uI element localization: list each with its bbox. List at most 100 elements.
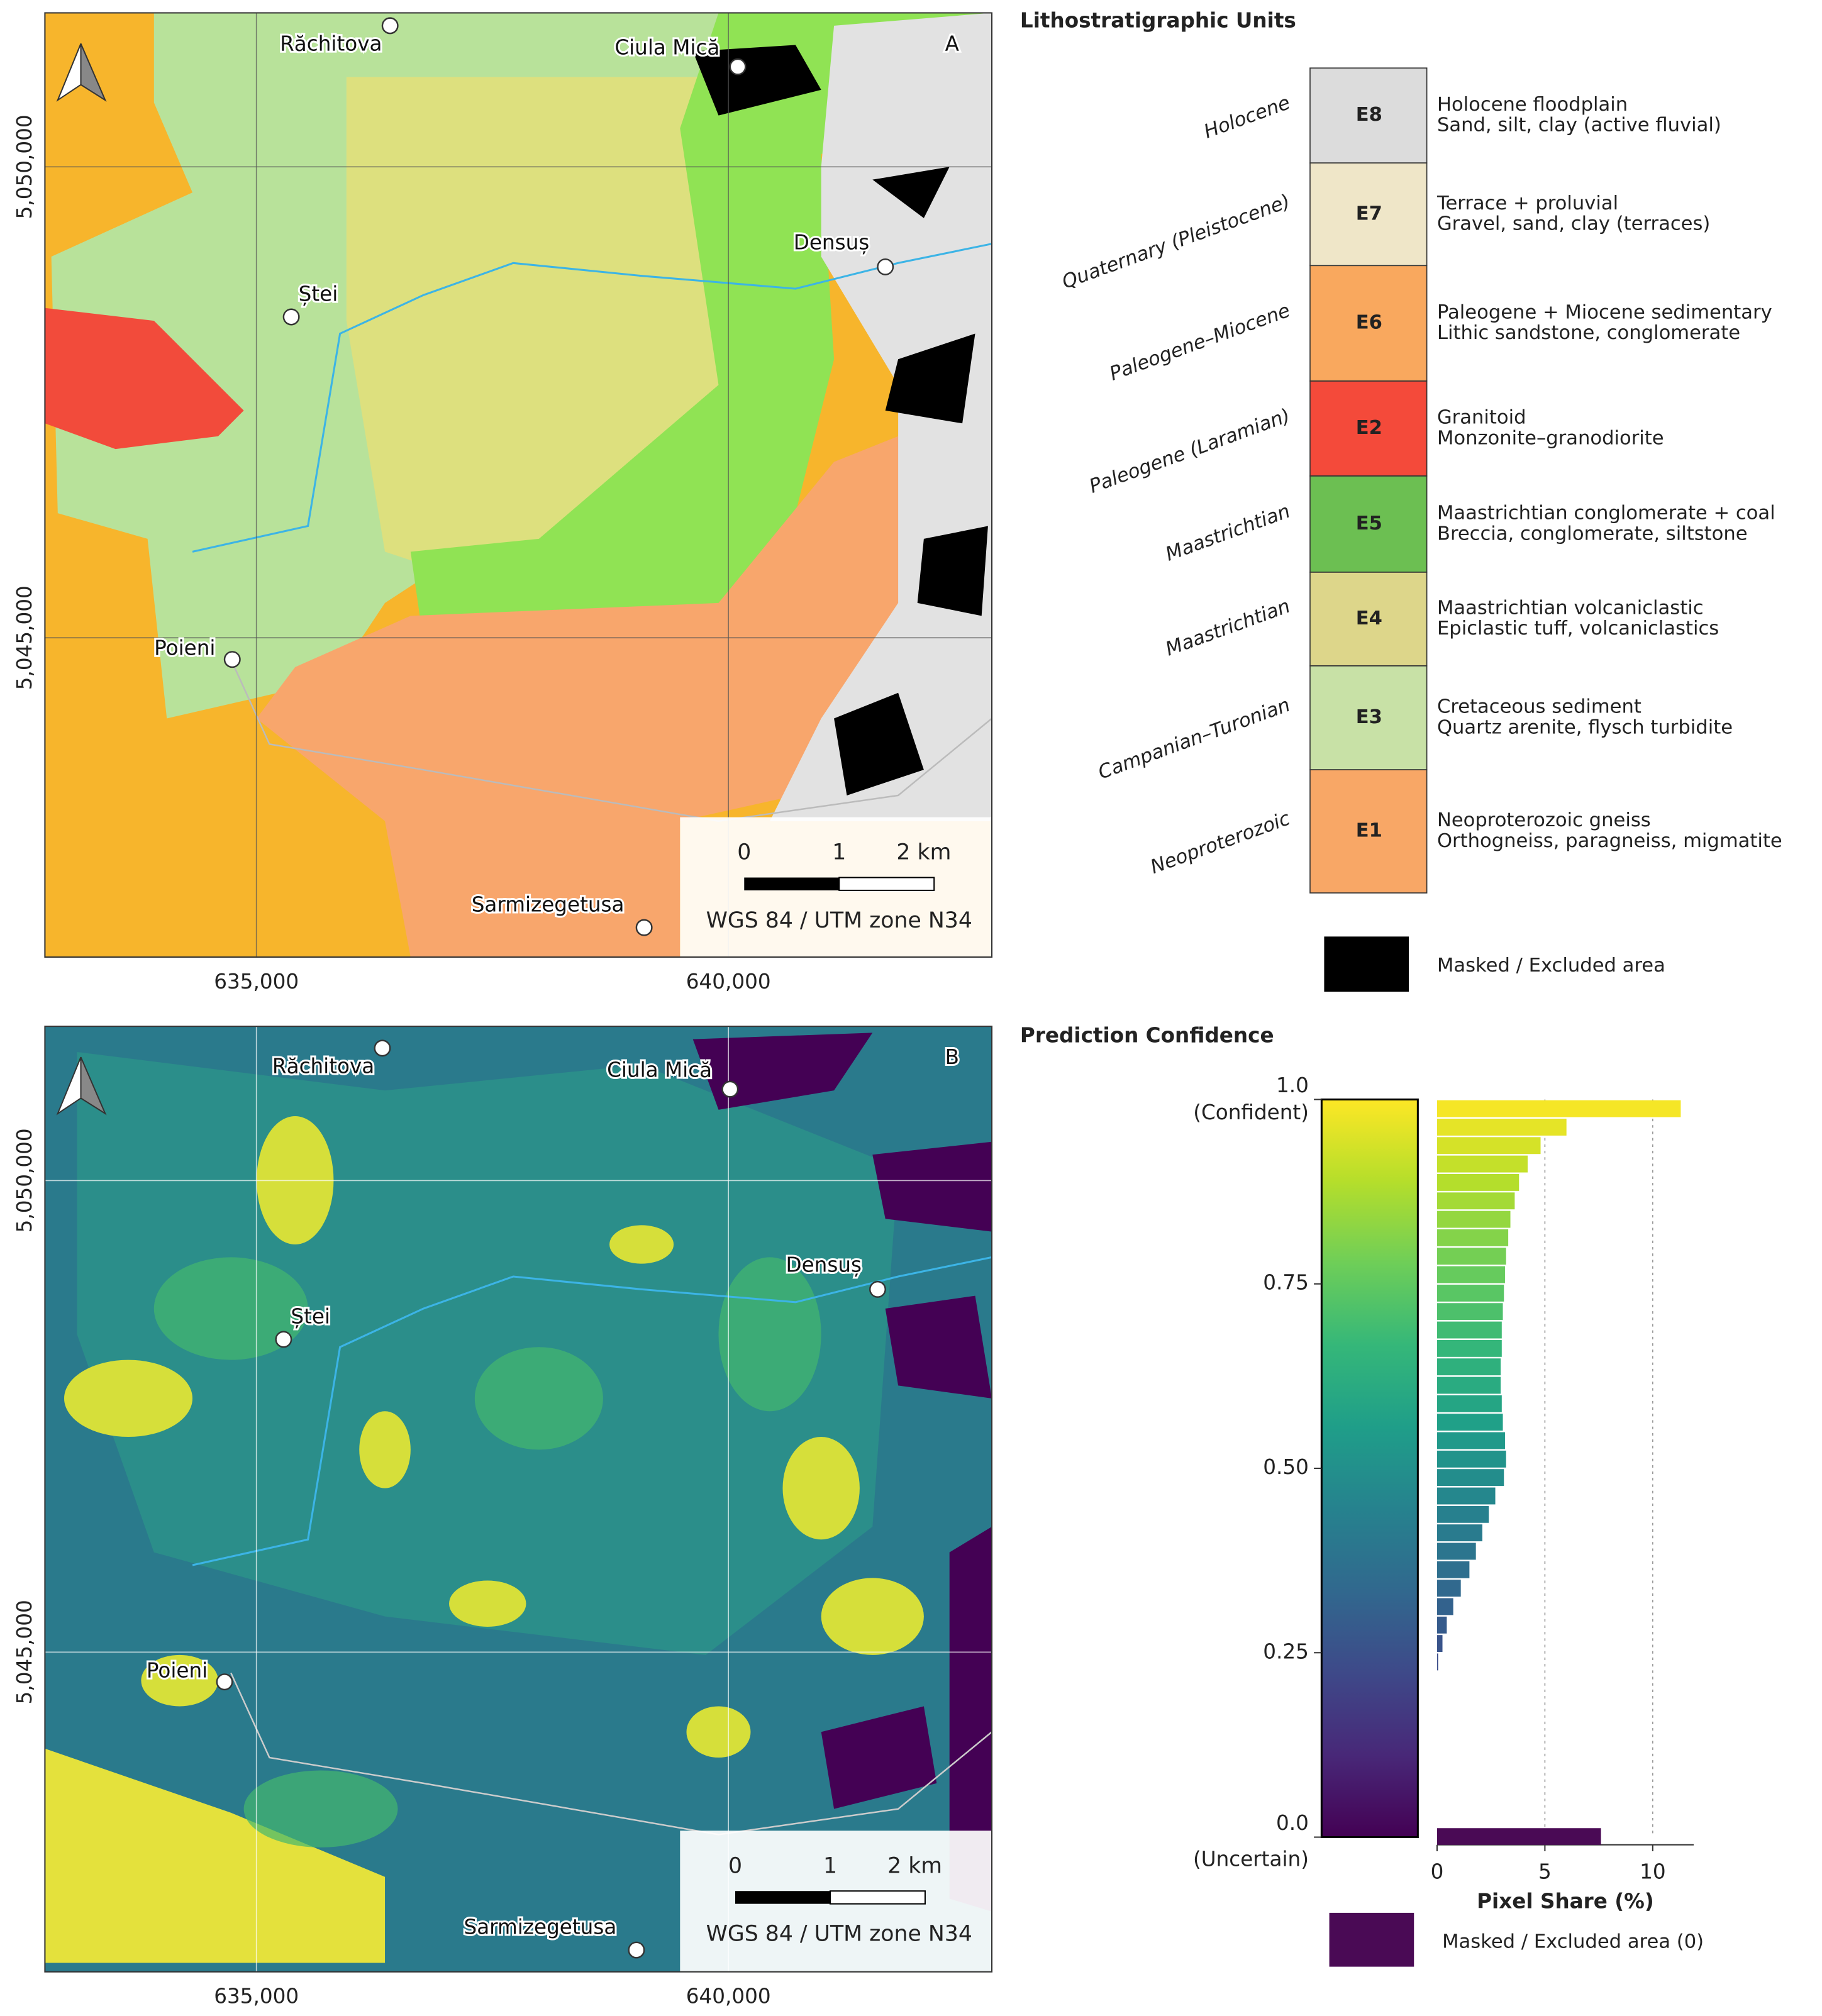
histogram-bar — [1436, 1542, 1476, 1560]
river — [192, 243, 992, 553]
histogram-bar — [1436, 1210, 1511, 1228]
era-label: Paleogene–Miocene — [1107, 299, 1293, 385]
confidence-region — [243, 1770, 398, 1847]
unit-name: Maastrichtian conglomerate + coal — [1437, 502, 1775, 524]
colorbar-tick-label: 0.50 — [1263, 1455, 1309, 1479]
histogram-bar — [1436, 1192, 1515, 1210]
y-tick-label: 5,050,000 — [13, 114, 36, 219]
colorbar-end-label: (Uncertain) — [1193, 1847, 1309, 1871]
place-label: Poieni — [147, 1658, 208, 1682]
legend-title: Lithostratigraphic Units — [1020, 9, 1296, 33]
histogram-bar — [1436, 1524, 1482, 1542]
confidence-region — [686, 1706, 751, 1758]
unit-name: Terrace + proluvial — [1436, 192, 1618, 214]
colorbar-tick-label: 0.75 — [1263, 1271, 1309, 1295]
histogram-bar — [1436, 1137, 1541, 1155]
map-panel — [45, 13, 992, 958]
unit-description: Monzonite–granodiorite — [1437, 427, 1664, 449]
histogram-bar — [1436, 1505, 1489, 1523]
river — [192, 1256, 992, 1566]
unit-region — [770, 13, 992, 821]
era-label: Campanian–Turonian — [1096, 694, 1293, 784]
north-arrow — [80, 43, 107, 102]
confidence-region — [782, 1437, 860, 1540]
legend-swatch — [1309, 67, 1428, 163]
panel-label: B — [945, 1045, 959, 1069]
x-tick-label: 635,000 — [214, 1985, 299, 2008]
place-label: Ciula Mică — [607, 1058, 712, 1082]
colorbar-tick-label: 1.0 — [1276, 1073, 1309, 1097]
colorbar — [1320, 1098, 1419, 1839]
place-label: Sarmizegetusa — [464, 1915, 616, 1939]
unit-region — [257, 436, 950, 958]
place-marker — [282, 308, 300, 326]
masked-region — [917, 526, 988, 616]
histogram-bar — [1436, 1487, 1496, 1505]
unit-description: Sand, silt, clay (active fluvial) — [1437, 114, 1721, 136]
masked-region — [872, 1141, 992, 1232]
histogram-bar — [1436, 1321, 1502, 1339]
histogram-bar — [1436, 1100, 1681, 1117]
era-label: Holocene — [1201, 92, 1293, 143]
place-label: Răchitova — [280, 31, 382, 55]
legend-title: Prediction Confidence — [1020, 1023, 1274, 1047]
histogram-bar — [1436, 1432, 1505, 1449]
scale-label: 1 — [823, 1853, 837, 1878]
histogram-bar — [1436, 1414, 1503, 1431]
histogram-bar — [1436, 1376, 1501, 1394]
place-label: Ștei — [299, 282, 338, 306]
place-label: Ștei — [291, 1304, 330, 1328]
place-label: Răchitova — [272, 1054, 374, 1078]
unit-description: Quartz arenite, flysch turbidite — [1437, 716, 1733, 738]
unit-name: Paleogene + Miocene sedimentary — [1437, 301, 1772, 323]
histogram-bar — [1436, 1358, 1501, 1376]
histogram-bar — [1436, 1248, 1506, 1265]
masked-region — [885, 333, 975, 424]
confidence-region — [449, 1580, 526, 1627]
scale-bar — [829, 1890, 926, 1905]
histogram-bar — [1436, 1119, 1567, 1136]
masked-bar — [1436, 1828, 1601, 1845]
confidence-region — [718, 1257, 821, 1412]
confidence-region — [64, 1360, 193, 1437]
x-tick-label: 635,000 — [214, 970, 299, 994]
masked-region — [949, 1526, 992, 1912]
map-frame — [44, 12, 993, 958]
scale-bar — [744, 877, 840, 890]
legend-swatch — [1309, 380, 1428, 477]
place-marker — [381, 17, 399, 35]
place-marker — [275, 1331, 292, 1348]
unit-name: Neoproterozoic gneiss — [1437, 809, 1651, 831]
unit-name: Maastrichtian volcaniclastic — [1437, 597, 1704, 619]
y-tick-label: 5,050,000 — [13, 1128, 36, 1232]
x-axis-label: Pixel Share (%) — [1477, 1890, 1654, 1914]
era-label: Maastrichtian — [1163, 501, 1293, 566]
place-label: Ciula Mică — [614, 36, 719, 60]
place-marker — [628, 1941, 645, 1959]
legend-swatch — [1309, 665, 1428, 770]
histogram-bar — [1436, 1173, 1519, 1191]
x-tick-label: 5 — [1538, 1860, 1552, 1884]
masked-label: Masked / Excluded area (0) — [1442, 1930, 1704, 1952]
road — [230, 1672, 992, 1836]
place-marker — [721, 1080, 739, 1098]
unit-name: Granitoid — [1437, 407, 1526, 429]
unit-description: Orthogneiss, paragneiss, migmatite — [1437, 830, 1782, 852]
place-marker — [869, 1280, 886, 1298]
panel-label: A — [945, 31, 960, 55]
era-label: Neoproterozoic — [1148, 807, 1293, 878]
histogram-bar — [1436, 1303, 1503, 1321]
histogram-bar — [1436, 1580, 1461, 1597]
place-label: Densuș — [786, 1253, 862, 1277]
era-label: Paleogene (Laramian) — [1086, 405, 1293, 498]
unit-name: Cretaceous sediment — [1437, 696, 1641, 718]
era-label: Quaternary (Pleistocene) — [1059, 191, 1293, 294]
x-tick-label: 0 — [1431, 1860, 1444, 1884]
confidence-region — [821, 1578, 924, 1655]
unit-code: E3 — [1356, 706, 1382, 728]
map-panel — [45, 1026, 992, 1972]
histogram-bar — [1436, 1561, 1470, 1578]
scale-bar — [735, 1891, 830, 1904]
